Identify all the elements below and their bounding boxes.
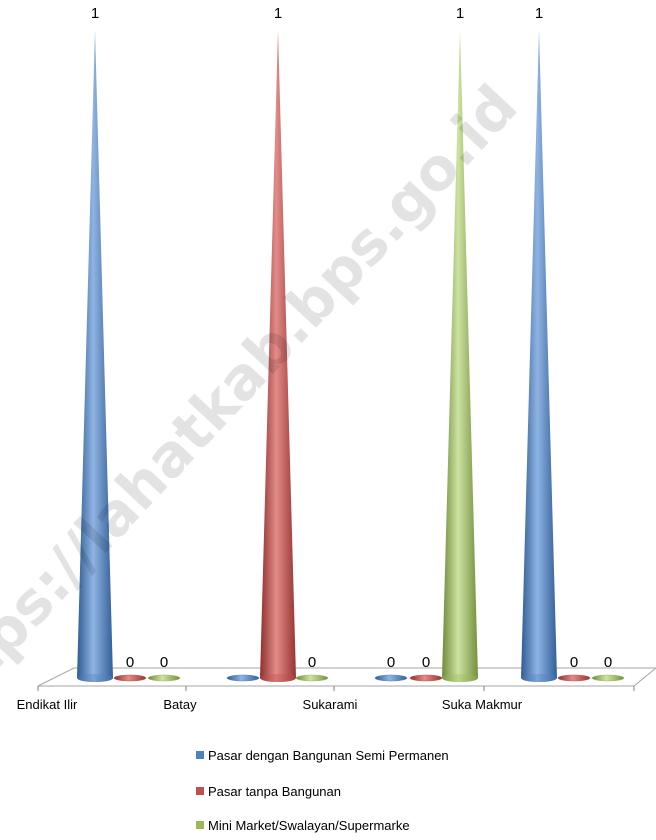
x-tick-label-3: Sukarami (303, 697, 358, 712)
cone-base (521, 674, 557, 682)
legend-swatch (196, 821, 204, 829)
data-label-2-3: 0 (422, 654, 430, 671)
data-label-1-1: 1 (91, 5, 99, 22)
data-label-3-3: 1 (456, 5, 464, 22)
zero-marker-2-1 (113, 674, 147, 682)
cone-base (260, 674, 296, 682)
data-label-2-2: 1 (274, 5, 282, 22)
legend-item-1: Pasar dengan Bangunan Semi Permanen (196, 748, 449, 763)
zero-marker-2-4 (557, 674, 591, 682)
chart-floor (37, 667, 656, 687)
plot-area (77, 30, 625, 682)
cone-1-4 (521, 30, 557, 682)
legend-item-3: Mini Market/Swalayan/Supermarke (196, 818, 410, 833)
legend-label: Mini Market/Swalayan/Supermarke (208, 818, 410, 833)
legend-item-2: Pasar tanpa Bangunan (196, 784, 341, 799)
cone-body (521, 30, 557, 682)
legend-swatch (196, 751, 204, 759)
zero-marker-3-1 (147, 674, 181, 682)
floor-plane (37, 667, 656, 687)
data-labels: 1 0 0 1 0 0 0 1 1 0 0 (91, 5, 612, 671)
x-tick-label-4: Suka Makmur (442, 697, 523, 712)
x-tick-label-2: Batay (163, 697, 197, 712)
zero-marker-1-3 (374, 674, 408, 682)
cone-3-3 (442, 30, 478, 682)
data-label-2-4: 0 (570, 654, 578, 671)
cone-2-2 (260, 30, 296, 682)
legend-label: Pasar dengan Bangunan Semi Permanen (208, 748, 449, 763)
x-axis: Endikat Ilir Batay Sukarami Suka Makmur (17, 686, 635, 712)
cone-body (442, 30, 478, 682)
data-label-3-1: 0 (160, 654, 168, 671)
zero-marker-1-2 (226, 674, 260, 682)
cone-base (442, 674, 478, 682)
cone-base (77, 674, 113, 682)
data-label-1-4: 1 (535, 5, 543, 22)
legend-swatch (196, 787, 204, 795)
zero-marker-3-4 (591, 674, 625, 682)
legend-label: Pasar tanpa Bangunan (208, 784, 341, 799)
cone-body (77, 30, 113, 682)
cone-1-1 (77, 30, 113, 682)
legend: Pasar dengan Bangunan Semi Permanen Pasar… (196, 748, 449, 833)
cone-body (260, 30, 296, 682)
zero-marker-3-2 (295, 674, 329, 682)
data-label-1-3: 0 (387, 654, 395, 671)
data-label-3-2: 0 (308, 654, 316, 671)
data-label-3-4: 0 (604, 654, 612, 671)
x-tick-label-1: Endikat Ilir (17, 697, 78, 712)
data-label-2-1: 0 (126, 654, 134, 671)
zero-marker-2-3 (409, 674, 443, 682)
